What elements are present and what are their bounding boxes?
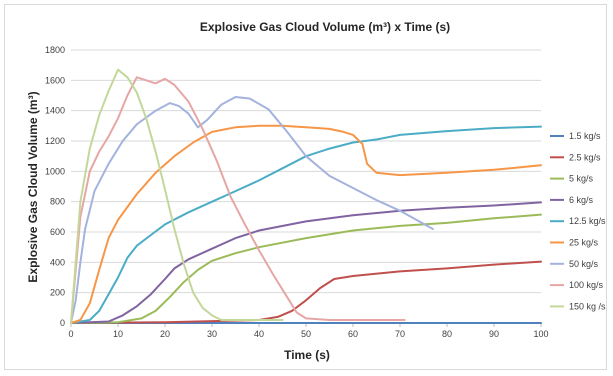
legend-entry: 1.5 kg/s — [569, 131, 601, 141]
x-tick-label: 50 — [301, 329, 311, 339]
y-tick-label: 1200 — [45, 136, 65, 146]
legend-entry: 100 kg/s — [569, 280, 604, 290]
series-lines — [70, 68, 542, 324]
legend-entry: 25 kg/s — [569, 238, 599, 248]
y-tick-label: 1400 — [45, 106, 65, 116]
legend: 1.5 kg/s 2.5 kg/s 5 kg/s 6 kg/s 12.5 kg/s 25 … — [550, 131, 606, 311]
x-tick-label: 40 — [254, 329, 264, 339]
y-axis-title: Explosive Gas Cloud Volume (m³) — [26, 91, 40, 282]
x-tick-label: 100 — [533, 329, 548, 339]
y-tick-label: 600 — [50, 227, 65, 237]
legend-entry: 150 kg /s — [569, 301, 606, 311]
y-tick-label: 800 — [50, 197, 65, 207]
legend-entry: 6 kg/s — [569, 195, 594, 205]
y-tick-label: 1000 — [45, 166, 65, 176]
y-tick-label: 0 — [60, 318, 65, 328]
series-line — [70, 76, 406, 324]
x-tick-label: 70 — [395, 329, 405, 339]
x-tick-label: 0 — [68, 329, 73, 339]
x-tick-label: 80 — [442, 329, 452, 339]
chart-frame: Explosive Gas Cloud Volume (m³) x Time (… — [4, 4, 607, 370]
series-line — [70, 68, 284, 324]
series-line — [70, 125, 542, 324]
x-axis-title: Time (s) — [284, 348, 330, 362]
legend-entry: 5 kg/s — [569, 174, 594, 184]
series-line — [70, 213, 542, 324]
x-tick-label: 30 — [207, 329, 217, 339]
y-tick-label: 1800 — [45, 45, 65, 55]
series-line — [70, 96, 434, 324]
x-tick-label: 60 — [348, 329, 358, 339]
series-line — [70, 201, 542, 324]
chart-title: Explosive Gas Cloud Volume (m³) x Time (… — [200, 20, 450, 34]
x-tick-label: 10 — [113, 329, 123, 339]
legend-entry: 2.5 kg/s — [569, 152, 601, 162]
gridlines — [71, 49, 541, 324]
series-line — [70, 124, 542, 324]
axes: 0 200 400 600 800 1000 1200 1400 1600 1800 0 10 20 30… — [45, 45, 549, 339]
x-tick-label: 20 — [160, 329, 170, 339]
x-tick-label: 90 — [489, 329, 499, 339]
legend-entry: 50 kg/s — [569, 259, 599, 269]
y-tick-label: 1600 — [45, 75, 65, 85]
y-tick-label: 400 — [50, 257, 65, 267]
line-chart: Explosive Gas Cloud Volume (m³) x Time (… — [26, 20, 606, 362]
legend-entry: 12.5 kg/s — [569, 216, 606, 226]
y-tick-label: 200 — [50, 288, 65, 298]
